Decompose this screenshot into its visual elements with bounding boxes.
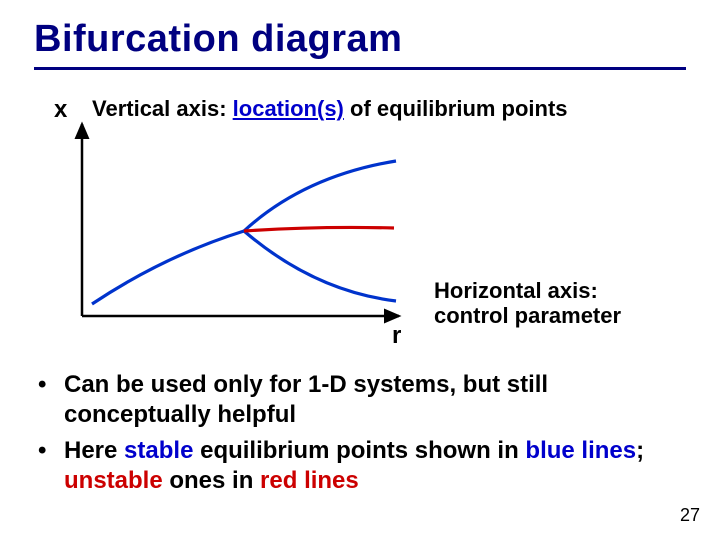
b2-p3: ; (636, 437, 644, 464)
stable-branch-upper (244, 161, 396, 231)
b2-blue: blue lines (525, 437, 636, 464)
b2-unstable: unstable (64, 467, 163, 494)
page-number: 27 (680, 505, 700, 526)
bullet-2: •Here stable equilibrium points shown in… (38, 436, 686, 496)
b2-p1: Here (64, 437, 124, 464)
bullet-marker-icon: • (38, 370, 64, 400)
bullet-list: •Can be used only for 1-D systems, but s… (34, 370, 686, 496)
horiz-desc-line2: control parameter (434, 303, 621, 328)
unstable-branch (244, 227, 394, 231)
b2-stable: stable (124, 437, 193, 464)
b2-red: red lines (260, 467, 359, 494)
slide-title: Bifurcation diagram (34, 18, 686, 70)
horiz-desc-line1: Horizontal axis: (434, 278, 621, 303)
b2-p4: ones in (163, 467, 260, 494)
slide: Bifurcation diagram x Vertical axis: loc… (0, 0, 720, 540)
bullet-marker-icon: • (38, 436, 64, 466)
bullet-1: •Can be used only for 1-D systems, but s… (38, 370, 686, 430)
bifurcation-diagram (64, 116, 404, 326)
horizontal-axis-description: Horizontal axis: control parameter (434, 278, 621, 329)
stable-branch-pre (92, 231, 244, 304)
stable-branch-lower (244, 231, 396, 301)
bullet-1-text: Can be used only for 1-D systems, but st… (64, 371, 548, 428)
x-axis-label: r (392, 322, 401, 350)
b2-p2: equilibrium points shown in (193, 437, 525, 464)
diagram-area: x Vertical axis: location(s) of equilibr… (34, 86, 686, 366)
